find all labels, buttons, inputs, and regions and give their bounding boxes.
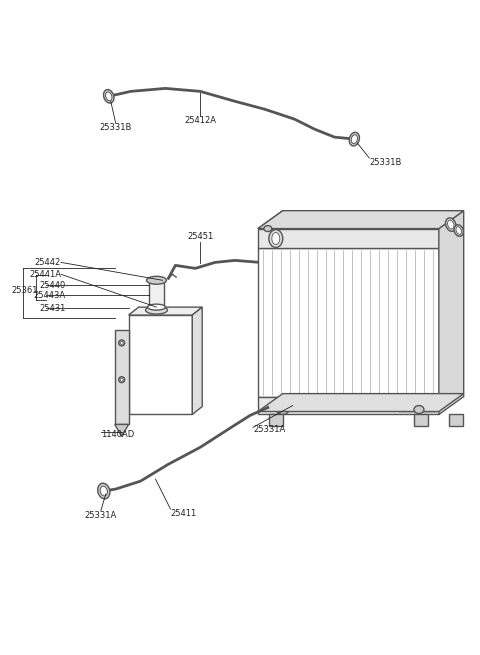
Ellipse shape: [100, 486, 108, 496]
Text: 25441A: 25441A: [29, 270, 61, 279]
Text: 1140AD: 1140AD: [101, 430, 134, 439]
Text: 25412A: 25412A: [184, 116, 216, 125]
Polygon shape: [258, 248, 439, 396]
Ellipse shape: [119, 377, 125, 383]
Polygon shape: [258, 211, 464, 229]
Polygon shape: [258, 229, 439, 248]
Ellipse shape: [120, 378, 123, 381]
Ellipse shape: [145, 306, 168, 314]
Text: 25451: 25451: [187, 231, 213, 240]
Polygon shape: [129, 307, 202, 315]
Polygon shape: [148, 280, 165, 310]
Polygon shape: [269, 415, 283, 426]
Ellipse shape: [97, 483, 110, 499]
Ellipse shape: [146, 276, 167, 284]
Text: 25331B: 25331B: [99, 123, 132, 132]
Ellipse shape: [104, 90, 114, 103]
Ellipse shape: [269, 229, 283, 248]
Text: 25331B: 25331B: [369, 158, 402, 167]
Ellipse shape: [456, 227, 461, 234]
Ellipse shape: [106, 92, 112, 101]
Text: 25331A: 25331A: [253, 425, 285, 434]
Text: 25331A: 25331A: [84, 511, 117, 520]
Ellipse shape: [454, 225, 463, 236]
Ellipse shape: [119, 340, 125, 346]
Ellipse shape: [264, 225, 272, 232]
Ellipse shape: [278, 400, 288, 411]
Polygon shape: [115, 330, 129, 424]
Polygon shape: [449, 415, 463, 426]
Ellipse shape: [272, 233, 280, 244]
Polygon shape: [414, 415, 428, 426]
Polygon shape: [439, 211, 464, 415]
Ellipse shape: [120, 341, 123, 345]
Polygon shape: [115, 424, 129, 436]
Text: 25440: 25440: [40, 281, 66, 290]
Text: 25411: 25411: [170, 509, 197, 518]
Ellipse shape: [147, 304, 166, 310]
Ellipse shape: [275, 396, 291, 415]
Polygon shape: [192, 307, 202, 415]
Polygon shape: [258, 211, 464, 229]
Polygon shape: [258, 396, 439, 415]
Ellipse shape: [445, 218, 456, 231]
Polygon shape: [258, 394, 464, 411]
Ellipse shape: [349, 132, 360, 146]
Text: 25443A: 25443A: [34, 291, 66, 300]
Text: 25361: 25361: [12, 286, 38, 295]
Polygon shape: [129, 315, 192, 415]
Text: 25442: 25442: [35, 258, 61, 267]
Text: 25431: 25431: [40, 304, 66, 312]
Ellipse shape: [414, 405, 424, 413]
Ellipse shape: [351, 135, 358, 143]
Ellipse shape: [447, 220, 454, 229]
